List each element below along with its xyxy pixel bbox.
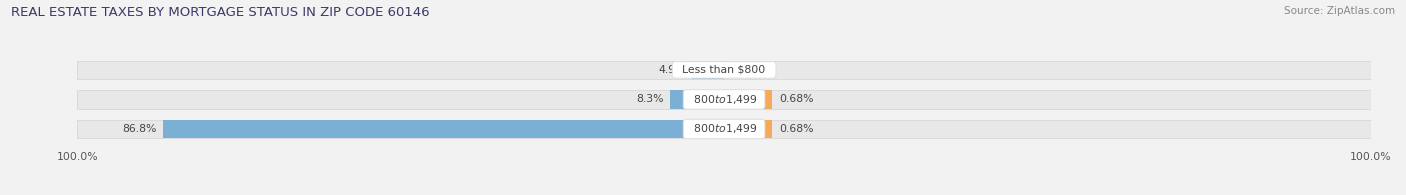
Bar — [724, 90, 772, 109]
Legend: Without Mortgage, With Mortgage: Without Mortgage, With Mortgage — [612, 194, 837, 195]
Bar — [163, 120, 724, 138]
Text: 86.8%: 86.8% — [122, 124, 156, 134]
Bar — [724, 61, 1371, 79]
Text: $800 to $1,499: $800 to $1,499 — [686, 122, 762, 136]
Text: Less than $800: Less than $800 — [675, 65, 773, 75]
Bar — [77, 61, 724, 79]
Text: Source: ZipAtlas.com: Source: ZipAtlas.com — [1284, 6, 1395, 16]
Text: $800 to $1,499: $800 to $1,499 — [686, 93, 762, 106]
Bar — [724, 120, 1371, 138]
Text: 8.3%: 8.3% — [637, 94, 664, 105]
Bar — [724, 120, 772, 138]
Text: 4.9%: 4.9% — [658, 65, 686, 75]
Bar — [77, 90, 724, 109]
Text: 0.68%: 0.68% — [779, 124, 814, 134]
Bar — [671, 90, 724, 109]
Text: 0.0%: 0.0% — [731, 65, 758, 75]
Bar — [77, 120, 724, 138]
Bar — [692, 61, 724, 79]
Text: REAL ESTATE TAXES BY MORTGAGE STATUS IN ZIP CODE 60146: REAL ESTATE TAXES BY MORTGAGE STATUS IN … — [11, 6, 430, 19]
Text: 0.68%: 0.68% — [779, 94, 814, 105]
Bar — [724, 90, 1371, 109]
